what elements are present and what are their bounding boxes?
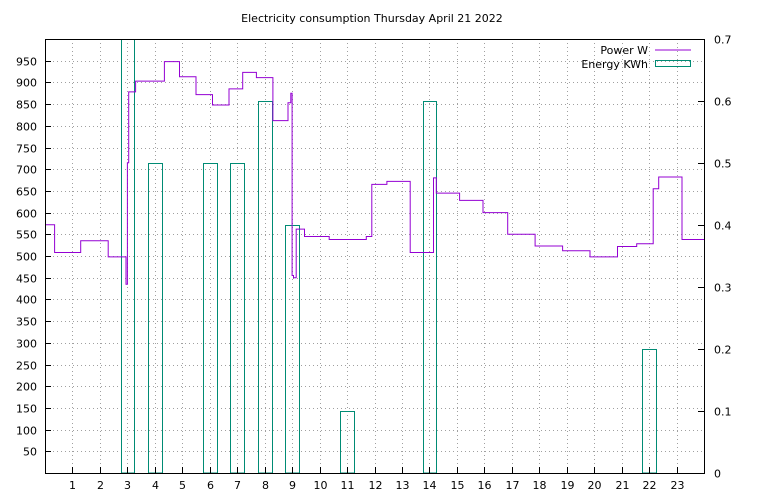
x-tick-label: 16 (478, 479, 492, 492)
y2-tick-label: 0.4 (714, 220, 732, 233)
y-tick-label: 700 (16, 164, 37, 177)
x-tick-label: 23 (671, 479, 685, 492)
y2-tick-label: 0.2 (714, 344, 732, 357)
y-tick-label: 250 (16, 360, 37, 373)
y-tick-label: 600 (16, 208, 37, 221)
y-tick-label: 850 (16, 99, 37, 112)
x-tick-label: 10 (314, 479, 328, 492)
x-tick-label: 21 (616, 479, 630, 492)
y-tick-label: 50 (23, 446, 37, 459)
energy-bar (148, 163, 163, 474)
x-tick-label: 20 (588, 479, 602, 492)
legend-label-power-w: Power W (600, 44, 648, 57)
y2-tick-label: 0.3 (714, 282, 732, 295)
y-tick-label: 400 (16, 294, 37, 307)
y-tick-label: 900 (16, 77, 37, 90)
x-tick-label: 8 (262, 479, 269, 492)
y-tick-labels: 50 100 150 200 250 300 350 400 450 500 550 600 650 70… (16, 56, 51, 459)
x-tick-label: 18 (533, 479, 547, 492)
y-tick-label: 300 (16, 338, 37, 351)
x-tick-label: 13 (396, 479, 410, 492)
x-tick-labels: 1 2 3 4 5 6 7 8 9 10 11 12 13 14 15 16 17 18 19 20 21 22 23 (69, 467, 685, 492)
x-tick-label: 4 (152, 479, 159, 492)
y-tick-label: 100 (16, 425, 37, 438)
x-tick-label: 15 (451, 479, 465, 492)
y-tick-label: 350 (16, 316, 37, 329)
y2-tick-label: 0.6 (714, 96, 732, 109)
series-line-power-w (45, 61, 704, 285)
y2-tick-label: 0.5 (714, 158, 732, 171)
y-tick-label: 450 (16, 273, 37, 286)
y2-tick-label: 0.1 (714, 406, 732, 419)
y-tick-label: 750 (16, 143, 37, 156)
y-tick-label: 200 (16, 381, 37, 394)
y2-tick-labels: 0 0.1 0.2 0.3 0.4 0.5 0.6 0.7 (698, 34, 732, 481)
x-tick-label: 6 (207, 479, 214, 492)
x-tick-label: 3 (124, 479, 131, 492)
x-tick-label: 2 (97, 479, 104, 492)
y-tick-label: 650 (16, 186, 37, 199)
legend-label-energy-kwh: Energy KWh (581, 58, 648, 71)
x-tick-label: 1 (69, 479, 76, 492)
x-tick-label: 14 (423, 479, 437, 492)
y2-tick-label: 0 (714, 468, 721, 481)
legend-swatch-energy-kwh (655, 60, 691, 67)
y-tick-label: 550 (16, 229, 37, 242)
x-tick-label: 22 (643, 479, 657, 492)
grid-lines (45, 39, 704, 473)
legend: Power W Energy KWh (581, 44, 691, 71)
y-tick-label: 150 (16, 403, 37, 416)
energy-bar (230, 163, 245, 474)
y2-tick-label: 0.7 (714, 34, 732, 47)
x-tick-label: 19 (561, 479, 575, 492)
y-tick-label: 800 (16, 121, 37, 134)
energy-bar (203, 163, 218, 474)
y-tick-label: 500 (16, 251, 37, 264)
x-tick-label: 17 (506, 479, 520, 492)
x-tick-label: 7 (234, 479, 241, 492)
x-tick-label: 11 (341, 479, 355, 492)
y-tick-label: 950 (16, 56, 37, 69)
x-tick-label: 9 (289, 479, 296, 492)
x-tick-label: 12 (369, 479, 383, 492)
x-tick-label: 5 (179, 479, 186, 492)
chart-title: Electricity consumption Thursday April 2… (241, 12, 503, 25)
